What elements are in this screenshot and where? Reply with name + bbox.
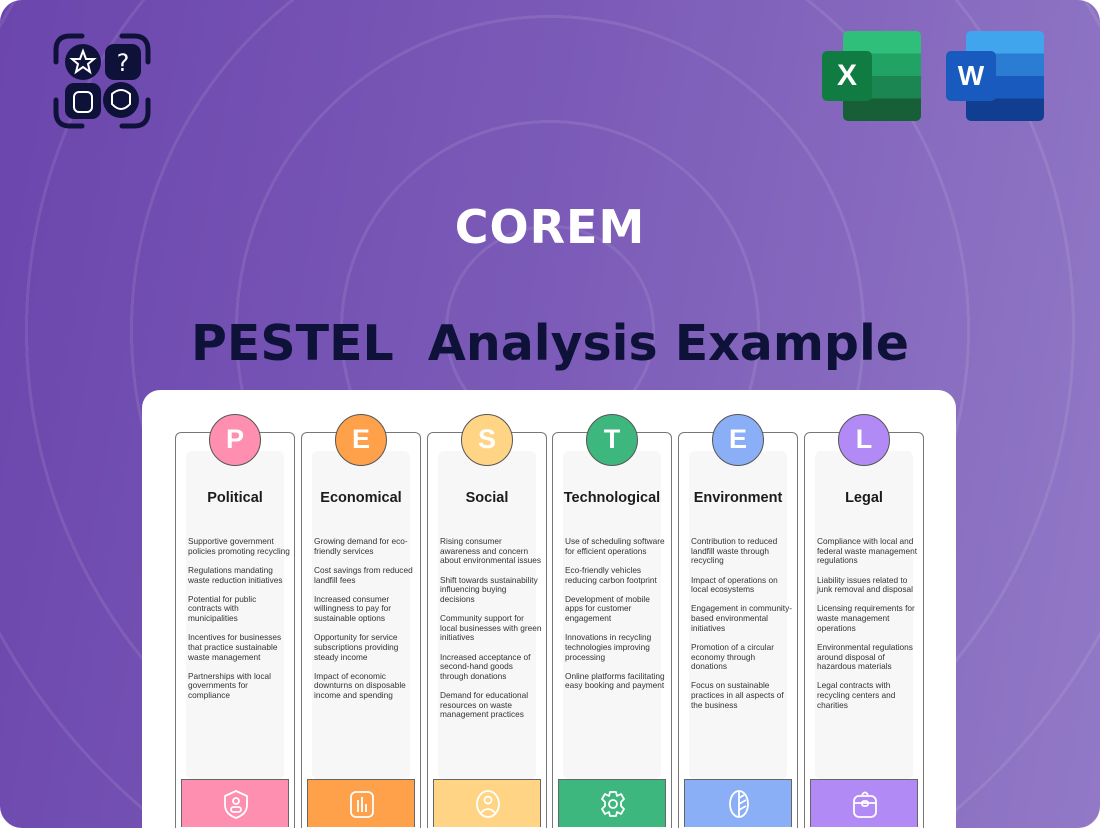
column-panel (563, 451, 661, 779)
column-panel (312, 451, 410, 779)
category-icon-box (181, 779, 289, 827)
factor-item: Compliance with local and federal waste … (817, 536, 918, 566)
category-icon-box (684, 779, 792, 827)
factor-item: Liability issues related to junk removal… (817, 574, 913, 595)
factor-item: Online platforms facilitating easy booki… (565, 670, 665, 691)
factor-list: Compliance with local and federal waste … (817, 536, 919, 720)
gear-icon (601, 791, 625, 817)
factor-item: Regulations mandating waste reduction in… (188, 564, 283, 585)
word-letter: W (946, 51, 996, 101)
letter-badge: S (461, 414, 513, 466)
factor-item: Eco-friendly vehicles reducing carbon fo… (565, 564, 657, 585)
column-title: Environment (693, 490, 783, 506)
factor-item: Legal contracts with recycling centers a… (817, 680, 896, 710)
factor-item: Partnerships with local governments for … (188, 670, 272, 700)
factor-item: Rising consumer awareness and concern ab… (440, 536, 542, 566)
factor-list: Growing demand for eco-friendly services… (314, 536, 416, 710)
factor-item: Promotion of a circular economy through … (691, 641, 775, 672)
column-title: Technological (563, 490, 661, 506)
factor-item: Incentives for businesses that practice … (188, 632, 282, 662)
column-panel (689, 451, 787, 779)
factor-item: Use of scheduling software for efficient… (565, 536, 665, 556)
factor-item: Impact of economic downturns on disposab… (314, 670, 406, 700)
column-title: Social (465, 490, 509, 506)
brand-name: COREM (454, 200, 646, 254)
pestel-column-environment: E Environment Contribution to reduced land… (678, 414, 798, 828)
factor-item: Cost savings from reduced landfill fees (314, 564, 413, 585)
factor-item: Demand for educational resources on wast… (440, 690, 529, 720)
factor-item: Opportunity for service subscriptions pr… (314, 632, 399, 662)
letter-badge: P (209, 414, 261, 466)
column-title: Legal (845, 490, 883, 506)
factor-list: Use of scheduling software for efficient… (565, 536, 667, 700)
word-icon: W (946, 31, 1046, 121)
factor-list: Contribution to reduced landfill waste t… (691, 536, 793, 720)
factor-item: Impact of operations on local ecosystems (691, 574, 778, 595)
pestel-column-technological: T Technological Use of scheduling software… (552, 414, 672, 828)
category-icon-box (307, 779, 415, 827)
logo-icon: ? (53, 33, 151, 129)
factor-item: Increased consumer willingness to pay fo… (314, 593, 392, 623)
column-title: Economical (320, 490, 402, 506)
factor-item: Innovations in recycling technologies im… (565, 632, 652, 662)
letter-badge: E (335, 414, 387, 466)
factor-item: Environmental regulations around disposa… (817, 641, 913, 672)
factor-item: Contribution to reduced landfill waste t… (691, 536, 778, 566)
leaf-icon (729, 790, 749, 818)
factor-item: Licensing requirements for waste managem… (817, 603, 915, 633)
column-panel (438, 451, 536, 779)
factor-item: Shift towards sustainability influencing… (440, 574, 538, 604)
pestel-column-social: S Social Rising consumer awareness and con… (427, 414, 547, 828)
letter-badge: E (712, 414, 764, 466)
excel-letter: X (822, 51, 872, 101)
factor-item: Community support for local businesses w… (440, 613, 542, 643)
factor-list: Rising consumer awareness and concern ab… (440, 536, 542, 730)
svg-text:?: ? (117, 49, 130, 77)
factor-item: Potential for public contracts with muni… (188, 593, 257, 623)
briefcase-icon (853, 791, 877, 818)
pestel-column-economical: E Economical Growing demand for eco-friend… (301, 414, 421, 828)
factor-list: Supportive government policies promoting… (188, 536, 290, 710)
column-panel (186, 451, 284, 779)
user-circle-icon (476, 790, 500, 818)
pestel-column-legal: L Legal Compliance with local and federal … (804, 414, 924, 828)
shield-user-icon (224, 790, 248, 819)
column-title: Political (207, 490, 263, 506)
excel-icon: X (822, 31, 922, 121)
pestel-column-political: P Political Supportive government policies… (175, 414, 295, 828)
factor-item: Supportive government policies promoting… (188, 536, 290, 556)
letter-badge: T (586, 414, 638, 466)
factor-item: Increased acceptance of second-hand good… (440, 651, 531, 681)
category-icon-box (810, 779, 918, 827)
factor-item: Development of mobile apps for customer … (565, 593, 650, 623)
page-title: PESTEL Analysis Example (190, 315, 909, 372)
factor-item: Growing demand for eco-friendly services (314, 536, 408, 556)
bar-chart-icon (350, 791, 374, 818)
factor-item: Engagement in community-based environmen… (691, 603, 792, 633)
category-icon-box (433, 779, 541, 827)
factor-item: Focus on sustainable practices in all as… (691, 680, 784, 710)
category-icon-box (558, 779, 666, 827)
column-panel (815, 451, 913, 779)
letter-badge: L (838, 414, 890, 466)
